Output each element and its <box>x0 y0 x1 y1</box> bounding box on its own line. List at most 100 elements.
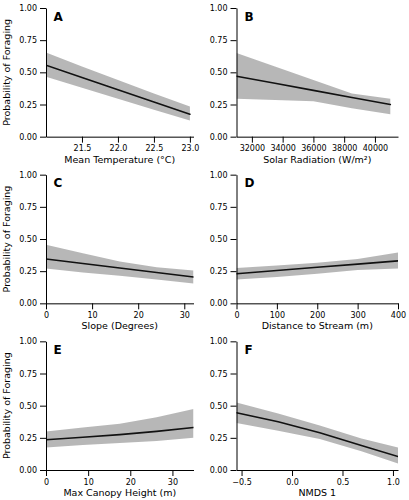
y-axis-tick-label: 0.75 <box>210 370 228 379</box>
x-axis-tick-mark <box>82 137 83 143</box>
y-axis-tick-label: 1.00 <box>19 4 37 13</box>
x-axis-title: Distance to Stream (m) <box>262 320 373 331</box>
y-axis-tick-mark <box>40 105 46 106</box>
x-axis-tick-mark <box>277 303 278 309</box>
y-axis-tick-mark <box>40 303 46 304</box>
y-axis-tick-label: 0.25 <box>19 434 37 443</box>
line <box>237 76 391 104</box>
x-axis-line <box>47 303 195 304</box>
y-axis-tick-label: 0.75 <box>19 36 37 45</box>
y-axis: 0.000.250.500.751.00 <box>210 171 237 309</box>
ci-band <box>237 253 399 280</box>
y-axis-tick-label: 0.00 <box>210 133 228 142</box>
y-axis: 0.000.250.500.751.00 <box>19 337 46 475</box>
y-axis-tick-mark <box>40 8 46 9</box>
y-axis-line <box>237 9 238 138</box>
y-axis-tick-label: 0.75 <box>210 203 228 212</box>
x-axis-tick-label: 40000 <box>363 144 388 153</box>
x-axis-tick-label: 400 <box>391 311 406 320</box>
y-axis-tick-mark <box>40 175 46 176</box>
x-axis-tick: 10 <box>84 470 94 487</box>
y-axis-tick-mark <box>231 105 237 106</box>
y-axis-tick-label: 0.75 <box>19 370 37 379</box>
y-axis-tick: 0.75 <box>210 370 237 379</box>
x-axis-tick-mark <box>375 137 376 143</box>
y-axis-tick-mark <box>40 470 46 471</box>
y-axis-tick: 0.50 <box>19 235 46 244</box>
x-axis-tick-label: 21.5 <box>74 144 92 153</box>
x-axis-tick-mark <box>292 470 293 476</box>
x-axis-tick: 23.0 <box>181 137 199 154</box>
x-axis-tick-mark <box>190 137 191 143</box>
y-axis-tick-label: 0.00 <box>19 466 37 475</box>
line <box>46 259 194 277</box>
x-axis-tick-mark <box>92 303 93 309</box>
y-axis: 0.000.250.500.751.00 <box>19 171 46 309</box>
y-axis-tick-mark <box>231 175 237 176</box>
x-axis-tick: 30 <box>168 470 178 487</box>
x-axis-tick: 36000 <box>301 137 326 154</box>
x-axis-tick-mark <box>46 303 47 309</box>
y-axis-tick-label: 0.00 <box>19 133 37 142</box>
plot-area <box>46 52 190 120</box>
y-axis-tick: 1.00 <box>19 171 46 180</box>
plot-area <box>237 253 399 280</box>
y-axis-tick: 0.00 <box>19 299 46 308</box>
panel: 32000340003600038000400000.000.250.500.7… <box>210 4 399 165</box>
x-axis-tick-label: 10 <box>88 311 98 320</box>
x-axis-tick-mark <box>88 470 89 476</box>
x-axis-tick: 200 <box>310 303 325 320</box>
x-axis-tick: 10 <box>88 303 98 320</box>
y-axis-tick-label: 1.00 <box>19 171 37 180</box>
x-axis-tick-label: 300 <box>350 311 365 320</box>
x-axis-tick: 20 <box>126 470 136 487</box>
x-axis-tick: 300 <box>350 303 365 320</box>
ci-band <box>237 53 391 114</box>
panel: 01020300.000.250.500.751.00Slope (Degree… <box>1 171 194 332</box>
x-axis: 0100200300400 <box>234 303 406 320</box>
x-axis-tick: 22.5 <box>146 137 164 154</box>
x-axis-tick: 0.0 <box>286 470 299 487</box>
y-axis-tick-label: 0.00 <box>210 466 228 475</box>
y-axis-tick: 0.25 <box>19 267 46 276</box>
y-axis-tick-mark <box>40 207 46 208</box>
x-axis: 3200034000360003800040000 <box>237 137 399 154</box>
x-axis-line <box>47 137 195 138</box>
y-axis-tick: 0.25 <box>210 101 237 110</box>
y-axis-tick: 0.50 <box>210 235 237 244</box>
ci-band <box>46 52 190 120</box>
x-axis-tick: 0 <box>44 470 49 487</box>
y-axis-tick-label: 0.25 <box>210 267 228 276</box>
x-axis-tick-mark <box>154 137 155 143</box>
y-axis-tick-mark <box>231 374 237 375</box>
x-axis-tick-mark <box>342 470 343 476</box>
x-axis-tick-label: 0.0 <box>286 478 299 487</box>
x-axis-tick-label: −0.5 <box>232 478 251 487</box>
y-axis-tick-mark <box>40 341 46 342</box>
y-axis-tick: 0.00 <box>19 133 46 142</box>
x-axis-tick: 400 <box>391 303 406 320</box>
x-axis-tick: 30 <box>180 303 190 320</box>
y-axis-tick-mark <box>40 40 46 41</box>
x-axis-tick-mark <box>252 137 253 143</box>
y-axis-line <box>237 342 238 471</box>
x-axis-tick: 100 <box>270 303 285 320</box>
y-axis-line <box>237 175 238 304</box>
y-axis-tick-label: 0.25 <box>210 101 228 110</box>
plot-area <box>46 409 194 448</box>
panel-label: A <box>53 10 63 24</box>
ci-band <box>46 409 194 448</box>
x-axis-tick-mark <box>184 303 185 309</box>
y-axis-tick-mark <box>231 303 237 304</box>
y-axis-tick-label: 0.50 <box>210 402 228 411</box>
x-axis-tick-label: 38000 <box>332 144 357 153</box>
y-axis-tick: 0.00 <box>210 133 237 142</box>
y-axis-line <box>46 9 47 138</box>
x-axis-tick-mark <box>283 137 284 143</box>
panel: 01020300.000.250.500.751.00Max Canopy He… <box>1 337 194 498</box>
x-axis-tick-label: 23.0 <box>181 144 199 153</box>
y-axis-line <box>46 342 47 471</box>
y-axis-tick-label: 1.00 <box>19 337 37 346</box>
panel-label: C <box>53 176 62 190</box>
x-axis-tick-mark <box>172 470 173 476</box>
